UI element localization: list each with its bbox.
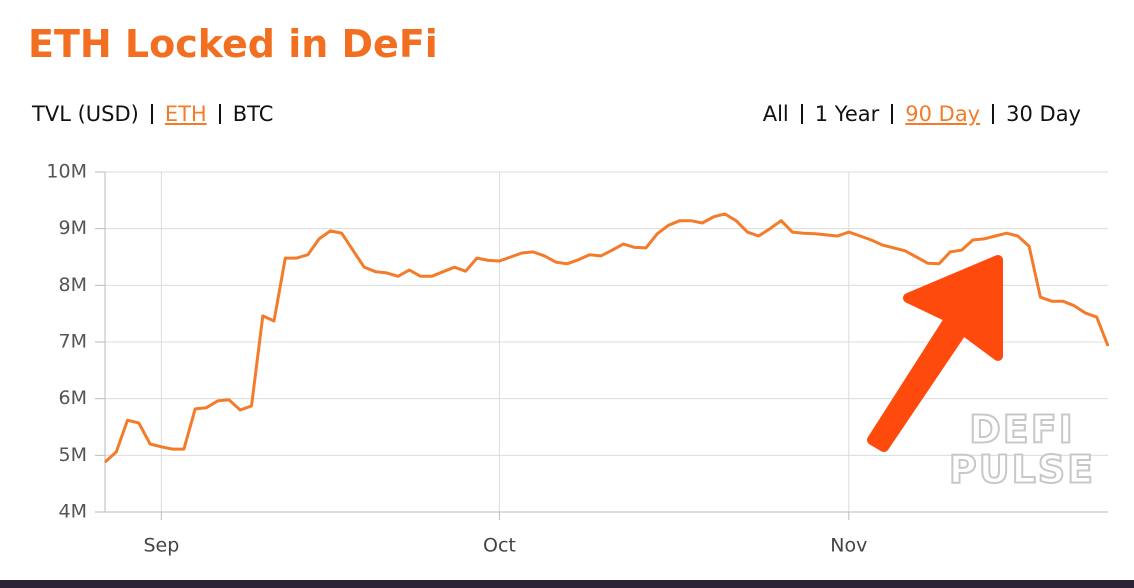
annotation-arrow bbox=[867, 255, 1003, 452]
y-tick-label: 6M bbox=[59, 387, 87, 409]
y-tick-label: 8M bbox=[59, 274, 87, 296]
x-tick-label: Nov bbox=[830, 535, 867, 557]
y-tick-label: 4M bbox=[59, 501, 87, 523]
separator bbox=[150, 104, 153, 124]
chart-title: ETH Locked in DeFi bbox=[28, 22, 438, 66]
toggle-option[interactable]: TVL (USD) bbox=[32, 102, 139, 126]
separator bbox=[218, 104, 221, 124]
series-line bbox=[103, 212, 1110, 464]
unit-toggle: TVL (USD) ETH BTC bbox=[32, 102, 273, 126]
toggle-option[interactable]: All bbox=[762, 102, 789, 126]
y-tick-label: 9M bbox=[59, 217, 87, 239]
separator bbox=[992, 104, 995, 124]
toggle-option[interactable]: ETH bbox=[164, 102, 207, 126]
range-toggle: All 1 Year 90 Day 30 Day bbox=[763, 102, 1081, 126]
toggle-option[interactable]: 1 Year bbox=[814, 102, 880, 126]
separator bbox=[891, 104, 894, 124]
separator bbox=[800, 104, 803, 124]
y-tick-label: 7M bbox=[59, 331, 87, 353]
toggle-option[interactable]: 30 Day bbox=[1006, 102, 1081, 126]
toggle-option[interactable]: BTC bbox=[232, 102, 274, 126]
x-tick-label: Sep bbox=[143, 535, 179, 557]
y-tick-label: 5M bbox=[59, 444, 87, 466]
watermark: DEFI bbox=[969, 408, 1075, 452]
x-tick-label: Oct bbox=[483, 535, 516, 557]
footer-bar bbox=[0, 580, 1134, 588]
y-tick-label: 10M bbox=[46, 161, 87, 183]
watermark: PULSE bbox=[949, 448, 1095, 492]
toggle-option[interactable]: 90 Day bbox=[905, 102, 981, 126]
